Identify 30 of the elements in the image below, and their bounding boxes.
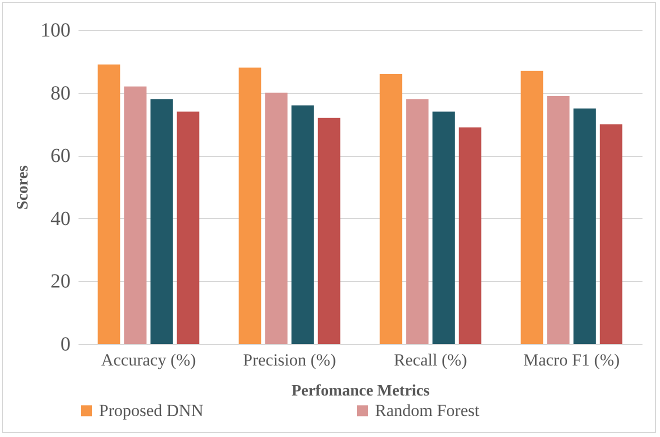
bar [547, 96, 570, 344]
bar [98, 64, 120, 344]
y-tick-label: 40 [50, 208, 70, 230]
x-tick-label: Recall (%) [394, 350, 468, 370]
bar [176, 112, 200, 344]
bar [150, 99, 173, 344]
y-axis-title: Scores [14, 165, 32, 210]
legend-label: Proposed DNN [99, 400, 204, 420]
bar [265, 92, 288, 344]
y-tick-label: 80 [50, 82, 70, 104]
y-tick-label: 20 [50, 270, 70, 293]
bar [124, 86, 147, 344]
bar [238, 68, 262, 344]
bar [406, 99, 429, 344]
bar [318, 118, 340, 344]
y-tick-label: 100 [40, 20, 70, 42]
bar [520, 70, 544, 344]
x-tick-label: Precision (%) [242, 350, 336, 370]
y-tick-label: 0 [60, 334, 70, 356]
bar [600, 124, 622, 344]
bar [458, 127, 482, 344]
bar [380, 74, 402, 344]
x-axis-title: Perfomance Metrics [291, 382, 430, 400]
bar [432, 112, 455, 344]
bar [573, 108, 596, 344]
x-tick-label: Macro F1 (%) [523, 350, 620, 370]
y-tick-label: 60 [50, 145, 70, 168]
legend-label: Random Forest [375, 400, 480, 420]
x-tick-label: Accuracy (%) [101, 350, 196, 370]
bar [291, 105, 314, 344]
